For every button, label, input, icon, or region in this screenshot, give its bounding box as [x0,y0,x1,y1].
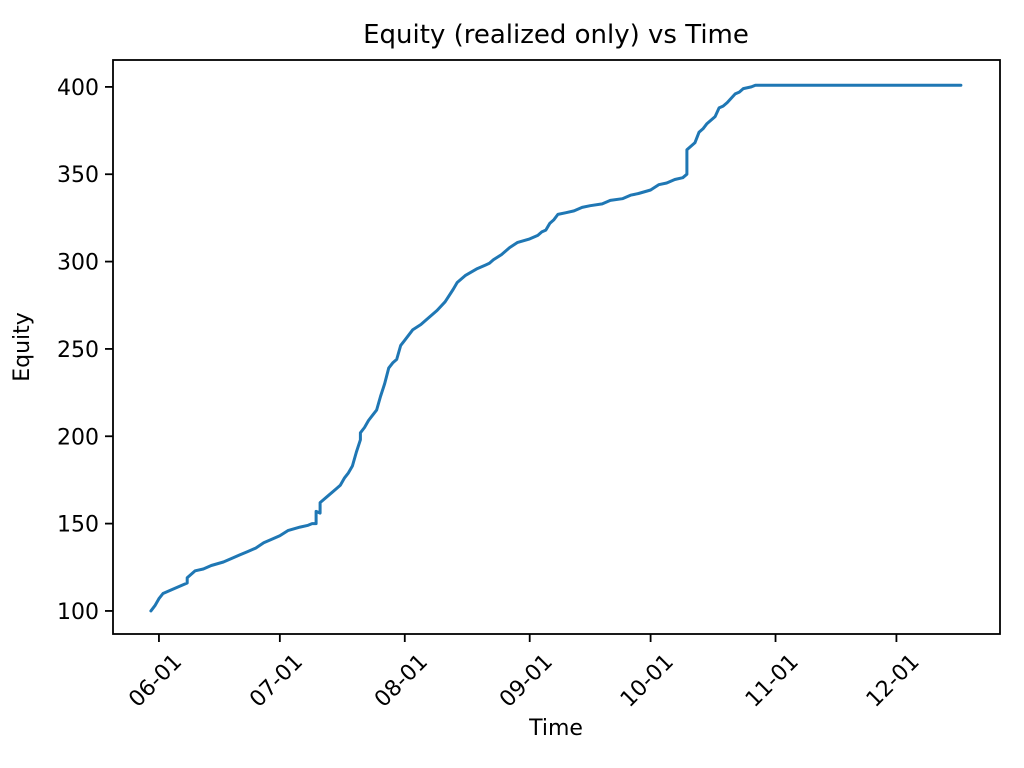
x-axis-label: Time [528,716,583,741]
x-tick-label: 10-01 [616,650,679,713]
x-tick-label: 09-01 [495,650,558,713]
x-axis-ticks: 06-01 07-01 08-01 09-01 10-01 11-01 12-01 [124,634,925,713]
y-tick-label: 250 [57,338,99,363]
y-axis-ticks: 100 150 200 250 300 350 400 [57,76,113,625]
y-tick-label: 300 [57,251,99,276]
x-tick-label: 08-01 [370,650,433,713]
x-tick-label: 07-01 [245,650,308,713]
y-tick-label: 200 [57,425,99,450]
plot-area-spines [112,59,1001,635]
y-tick-label: 400 [57,76,99,101]
x-tick-label: 06-01 [124,650,187,713]
x-tick-label: 11-01 [741,650,804,713]
y-tick-label: 100 [57,600,99,625]
equity-line-series [149,83,963,613]
y-axis-label: Equity [10,312,35,382]
chart-title: Equity (realized only) vs Time [363,20,749,50]
y-tick-label: 150 [57,513,99,538]
x-tick-label: 12-01 [862,650,925,713]
y-tick-label: 350 [57,163,99,188]
